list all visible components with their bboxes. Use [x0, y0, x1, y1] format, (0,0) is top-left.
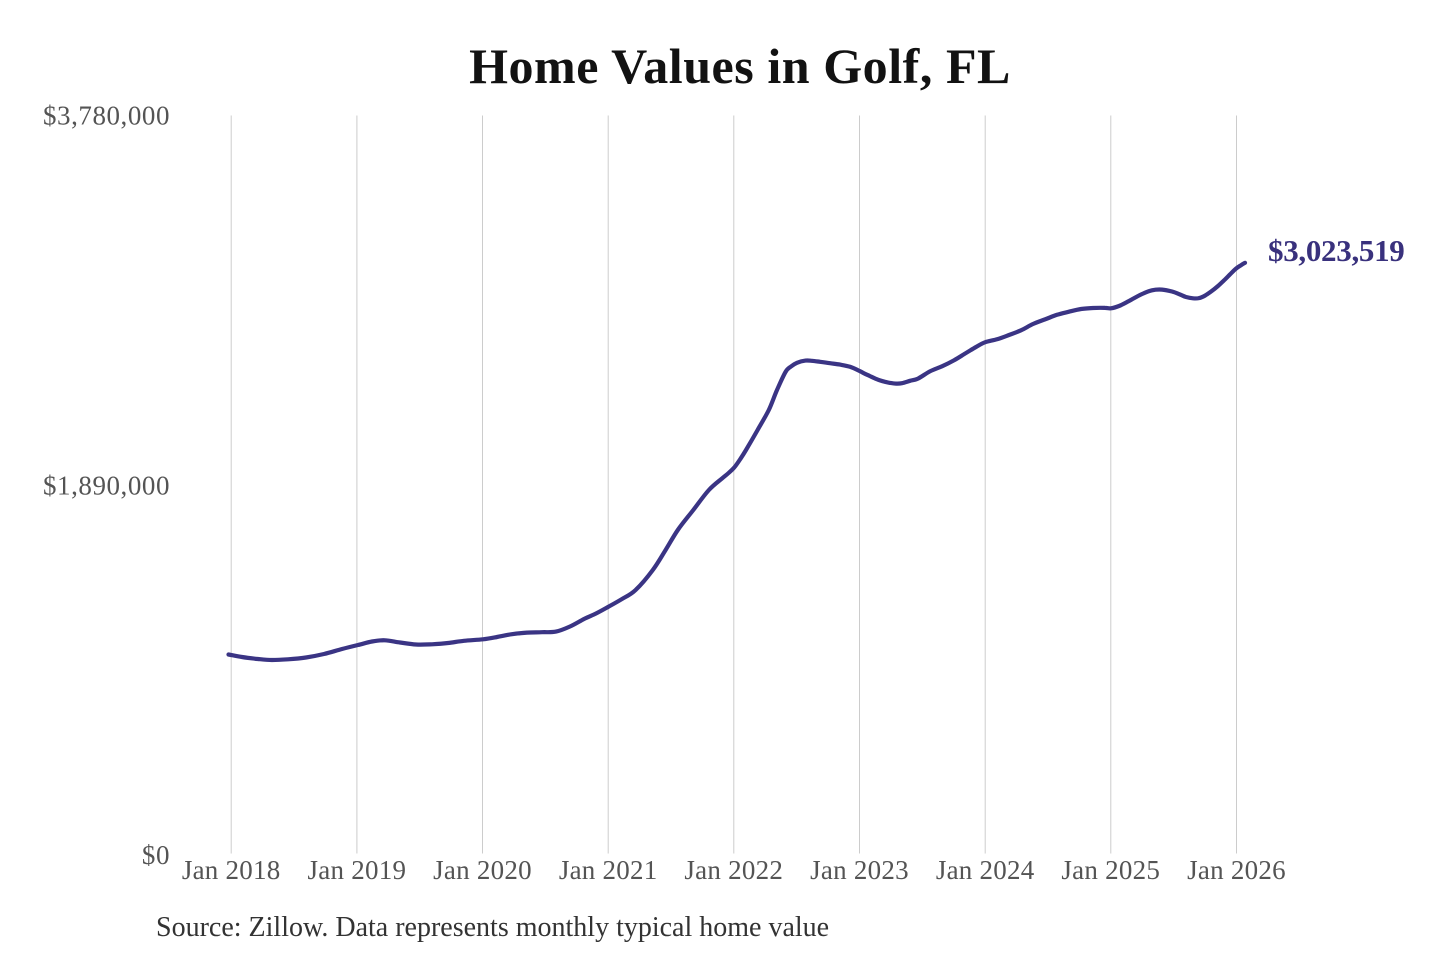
svg-text:Home Values in Golf, FL: Home Values in Golf, FL [469, 38, 1011, 94]
svg-text:Jan 2024: Jan 2024 [936, 855, 1035, 885]
svg-text:Jan 2022: Jan 2022 [684, 855, 783, 885]
svg-text:Jan 2026: Jan 2026 [1187, 855, 1286, 885]
svg-text:Jan 2020: Jan 2020 [433, 855, 532, 885]
svg-text:Source: Zillow. Data represent: Source: Zillow. Data represents monthly … [156, 912, 829, 943]
svg-text:Jan 2018: Jan 2018 [182, 855, 281, 885]
svg-text:Jan 2023: Jan 2023 [810, 855, 909, 885]
svg-text:$3,780,000: $3,780,000 [43, 101, 170, 131]
svg-text:$0: $0 [142, 840, 170, 870]
svg-text:$3,023,519: $3,023,519 [1268, 233, 1405, 268]
svg-text:$1,890,000: $1,890,000 [43, 471, 170, 501]
svg-text:Jan 2025: Jan 2025 [1061, 855, 1160, 885]
svg-text:Jan 2019: Jan 2019 [308, 855, 407, 885]
svg-text:Jan 2021: Jan 2021 [559, 855, 658, 885]
